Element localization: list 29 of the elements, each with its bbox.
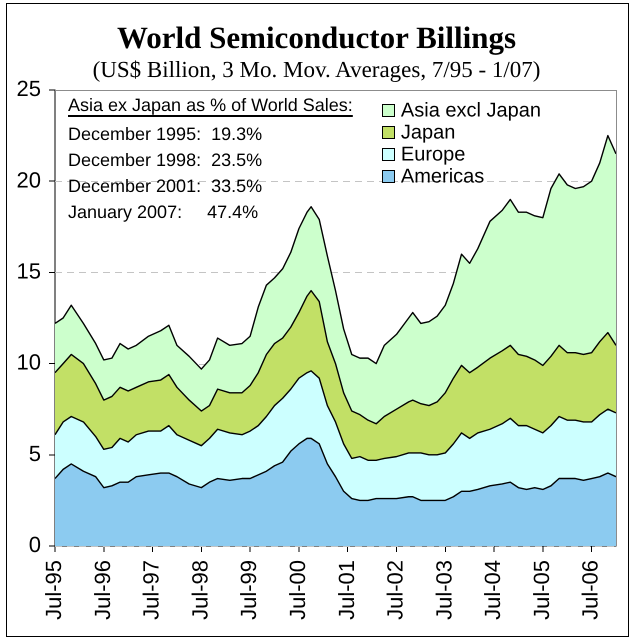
x-tick-label: Jul-02 [382,560,408,620]
legend-label: Japan [400,122,456,144]
x-tick-label: Jul-04 [480,560,506,620]
annotation: Asia ex Japan as % of World Sales: [68,94,353,117]
y-tick-label: 15 [16,258,41,284]
y-tick-label: 20 [16,167,41,192]
y-tick-label: 5 [28,440,41,466]
y-tick-label: 10 [16,350,41,375]
legend-label: Americas [400,166,484,188]
x-tick-label: Jul-97 [138,560,164,620]
annotation: December 1998: 23.5% [68,149,264,172]
x-tick-label: Jul-96 [90,560,115,620]
chart-subtitle: (US$ Billion, 3 Mo. Mov. Averages, 7/95 - 1/07) [92,57,540,82]
annotation: December 1995: 19.3% [68,123,264,146]
y-tick-label: 25 [16,76,41,102]
x-tick-label: Jul-98 [187,560,212,620]
chart-title: World Semiconductor Billings [116,20,518,55]
x-tick-label: Jul-95 [41,560,66,620]
x-tick-label: Jul-03 [431,560,456,620]
legend-label: Asia excl Japan [400,100,541,122]
legend-label: Europe [400,144,466,166]
y-tick-label: 0 [28,532,41,558]
x-tick-label: Jul-06 [578,560,603,620]
annotation: December 2001: 33.5% [68,175,264,198]
x-tick-label: Jul-99 [236,560,262,620]
x-tick-label: Jul-05 [528,560,554,620]
annotation: January 2007: 47.4% [68,201,260,224]
x-tick-label: Jul-01 [334,560,359,620]
x-tick-label: Jul-00 [284,560,310,620]
